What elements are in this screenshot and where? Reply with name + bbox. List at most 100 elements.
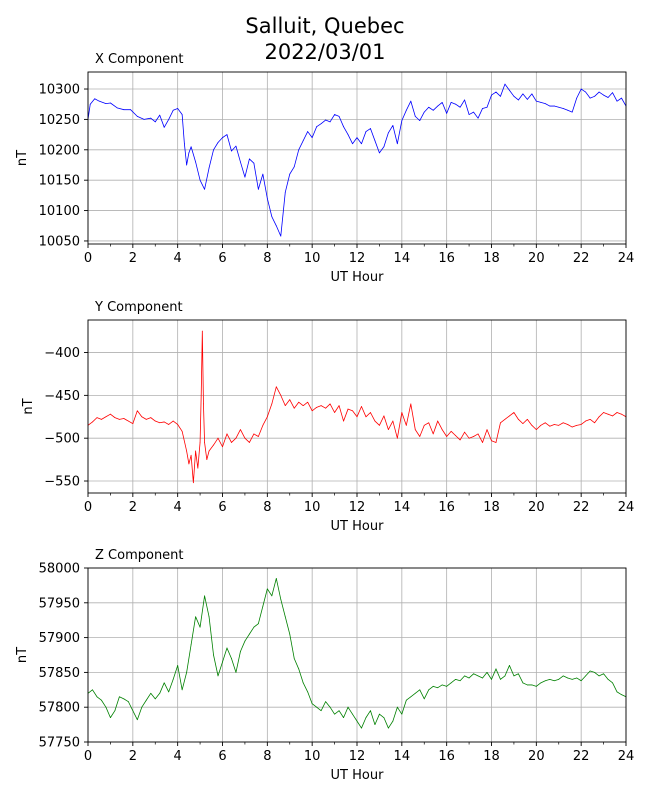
z-component-x-tick-label: 16	[438, 749, 455, 764]
x-component-data-point	[307, 131, 309, 132]
z-component-data-point	[123, 698, 125, 700]
z-component-data-point	[257, 623, 259, 625]
y-component-data-point	[311, 410, 313, 412]
z-component-x-tick-label: 20	[528, 749, 545, 764]
z-component-data-point	[500, 678, 501, 680]
y-component-data-point	[197, 467, 199, 469]
z-component-data-point	[231, 658, 232, 659]
x-component-data-point	[513, 95, 515, 97]
y-component-data-point	[500, 422, 501, 424]
z-component-data-point	[419, 689, 421, 691]
x-component-data-point	[603, 94, 604, 96]
x-component-data-point	[450, 101, 452, 103]
x-component-data-point	[110, 102, 111, 104]
z-component-data-point	[316, 706, 318, 708]
z-component-y-tick-label: 58000	[39, 562, 80, 577]
z-component-data-point	[110, 717, 111, 719]
y-component-x-tick-label: 12	[349, 500, 366, 515]
y-component-data-point	[585, 420, 587, 422]
z-component-y-tick-label: 57850	[39, 666, 80, 681]
z-component-data-point	[195, 616, 197, 618]
y-component-data-point	[607, 413, 609, 415]
y-component-data-point	[257, 436, 259, 437]
y-component-y-axis-label: nT	[21, 398, 36, 414]
x-component-data-point	[459, 106, 461, 108]
z-component-data-point	[208, 616, 210, 618]
z-component-data-point	[540, 682, 542, 684]
x-component-data-point	[432, 109, 434, 111]
x-component-data-point	[518, 99, 519, 101]
y-component-data-point	[396, 437, 398, 439]
z-component-data-point	[101, 699, 102, 701]
x-component-data-point	[222, 137, 223, 139]
x-component-data-point	[329, 121, 331, 123]
y-component-data-point	[275, 386, 277, 388]
z-component-data-point	[325, 701, 327, 703]
z-component-y-tick-label: 57950	[39, 596, 80, 611]
y-component-data-point	[293, 407, 295, 409]
z-component-data-point	[428, 689, 430, 691]
y-component-y-tick-label: −400	[44, 346, 80, 361]
x-component-data-point	[217, 142, 219, 143]
z-component-data-point	[589, 670, 591, 672]
y-component-data-point	[262, 424, 264, 426]
y-component-data-point	[213, 444, 214, 446]
x-component-data-point	[379, 152, 380, 154]
z-component-data-point	[181, 689, 183, 691]
y-component-data-point	[455, 435, 457, 437]
y-component-data-point	[513, 412, 515, 413]
x-component-data-point	[387, 132, 389, 134]
y-component-data-point	[567, 424, 569, 425]
x-component-data-point	[163, 126, 165, 128]
x-component-data-point	[334, 114, 335, 115]
z-component-y-axis-label: nT	[15, 647, 30, 663]
x-component-data-point	[370, 128, 371, 129]
y-component-data-point	[486, 429, 488, 431]
x-component-data-point	[396, 143, 398, 145]
z-component-data-point	[379, 713, 380, 715]
z-component-data-point	[96, 696, 98, 698]
y-component-x-tick-label: 6	[218, 500, 226, 515]
x-component-data-point	[159, 114, 161, 116]
y-component-data-point	[531, 424, 533, 426]
y-component-data-point	[188, 463, 190, 465]
z-component-data-point	[329, 706, 331, 708]
y-component-data-point	[154, 420, 156, 422]
z-component-y-tick-label: 57900	[39, 631, 80, 646]
y-component-data-point	[199, 442, 201, 443]
x-component-x-tick-label: 2	[129, 251, 137, 266]
y-component-data-point	[190, 454, 192, 456]
z-component-data-point	[621, 694, 622, 696]
x-component-data-point	[374, 140, 376, 142]
z-component-data-point	[159, 692, 161, 694]
z-component-data-point	[190, 644, 192, 645]
y-component-data-point	[612, 415, 613, 417]
z-component-data-point	[585, 675, 587, 677]
z-component-data-point	[150, 692, 152, 694]
x-component-data-point	[226, 134, 228, 136]
y-component-x-tick-label: 10	[304, 500, 321, 515]
y-component-data-point	[504, 418, 506, 420]
y-component-data-point	[96, 417, 98, 419]
y-component-data-point	[428, 422, 430, 424]
y-component-data-point	[231, 442, 232, 443]
y-component-data-point	[123, 418, 125, 419]
z-component-data-point	[370, 710, 371, 712]
z-component-data-point	[414, 692, 416, 694]
x-component-data-point	[311, 137, 313, 139]
x-component-data-point	[495, 91, 497, 93]
z-component-data-point	[145, 699, 147, 701]
y-component-x-tick-label: 4	[174, 500, 182, 515]
x-component-data-point	[486, 106, 488, 108]
z-component-x-tick-label: 14	[394, 749, 411, 764]
x-component-x-tick-label: 0	[84, 251, 92, 266]
x-component-data-point	[531, 93, 533, 95]
z-component-data-point	[405, 699, 407, 701]
z-component-title: Z Component	[95, 548, 184, 563]
y-component-data-point	[266, 416, 268, 418]
x-component-data-point	[383, 146, 385, 148]
x-component-data-point	[275, 225, 277, 227]
y-component-data-point	[535, 429, 537, 431]
y-component-data-point	[141, 416, 143, 418]
